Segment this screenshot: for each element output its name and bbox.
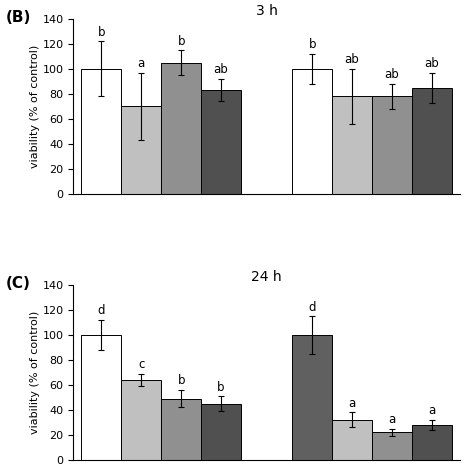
Text: b: b bbox=[98, 26, 105, 39]
Text: a: a bbox=[348, 397, 356, 410]
Bar bbox=[121, 380, 161, 460]
Bar bbox=[161, 399, 201, 460]
Bar bbox=[412, 88, 452, 194]
Text: (C): (C) bbox=[6, 276, 31, 291]
Title: 24 h: 24 h bbox=[251, 270, 282, 283]
Text: (B): (B) bbox=[6, 10, 31, 25]
Y-axis label: viability (% of control): viability (% of control) bbox=[30, 45, 40, 168]
Bar bbox=[372, 432, 412, 460]
Text: ab: ab bbox=[345, 54, 359, 66]
Text: b: b bbox=[217, 381, 225, 393]
Text: a: a bbox=[428, 404, 436, 417]
Text: c: c bbox=[138, 358, 145, 371]
Bar bbox=[201, 90, 241, 194]
Bar bbox=[292, 335, 332, 460]
Bar bbox=[412, 425, 452, 460]
Text: ab: ab bbox=[214, 64, 228, 76]
Bar bbox=[332, 420, 372, 460]
Bar bbox=[161, 63, 201, 194]
Bar bbox=[292, 69, 332, 194]
Text: d: d bbox=[309, 301, 316, 314]
Text: ab: ab bbox=[425, 57, 439, 70]
Title: 3 h: 3 h bbox=[255, 4, 278, 18]
Text: ab: ab bbox=[384, 68, 400, 82]
Y-axis label: viability (% of control): viability (% of control) bbox=[30, 310, 40, 434]
Bar bbox=[82, 335, 121, 460]
Bar bbox=[121, 107, 161, 194]
Bar bbox=[82, 69, 121, 194]
Text: a: a bbox=[137, 57, 145, 70]
Text: b: b bbox=[309, 38, 316, 52]
Text: b: b bbox=[177, 35, 185, 48]
Bar bbox=[201, 403, 241, 460]
Text: d: d bbox=[98, 304, 105, 317]
Text: b: b bbox=[177, 374, 185, 387]
Bar bbox=[332, 96, 372, 194]
Text: a: a bbox=[388, 413, 396, 426]
Bar bbox=[372, 96, 412, 194]
